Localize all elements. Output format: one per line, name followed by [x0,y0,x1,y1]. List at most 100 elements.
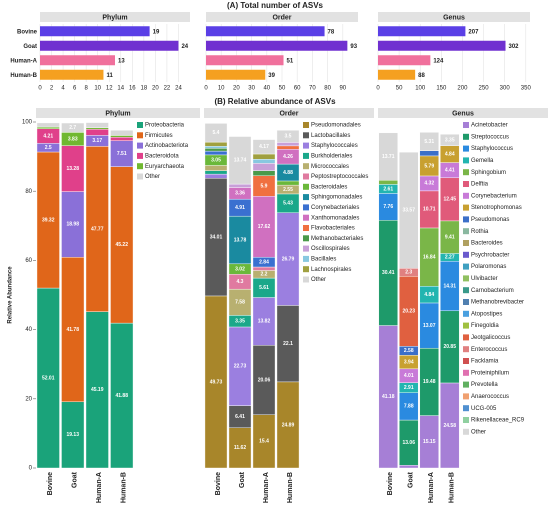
x-category-label: Goat [408,471,415,488]
legend-label: Bacteroides [471,241,503,247]
x-tick-label: 60 [294,86,301,92]
legend-label: Methanobrevibacter [471,300,524,306]
segment-label: 4.26 [283,154,293,160]
segment-label: 2.84 [259,259,269,265]
x-tick-label: 24 [175,86,182,92]
segment-label: 41.78 [66,327,79,333]
legend-swatch [137,152,143,159]
legend-swatch [463,393,469,400]
legend-label: Gemella [471,158,494,164]
bar-segment [228,136,252,185]
bar-segment [228,183,252,188]
segment-label: 17.62 [258,224,271,230]
legend-swatch [303,142,309,149]
value-label: 124 [433,58,444,64]
x-tick-label: 4 [61,86,65,92]
x-tick-label: 50 [279,86,286,92]
bar [206,69,266,80]
segment-label: 3.35 [445,137,455,143]
x-tick-label: 70 [309,86,316,92]
value-label: 302 [509,44,520,50]
segment-label: 2.7 [69,125,76,131]
legend-label: Peptostreptococcales [311,174,368,180]
legend-swatch [303,194,309,201]
segment-label: 2.2 [261,272,268,278]
bar [206,55,284,66]
x-tick-label: 20 [233,86,240,92]
legend-label: Firmicutes [145,133,173,139]
bar-segment [252,163,276,171]
legend-label: Rothia [471,229,489,235]
bar-segment [85,127,109,130]
bar [378,55,431,66]
x-tick-label: 0 [376,86,380,92]
bar-segment [252,158,276,164]
value-label: 93 [350,44,357,50]
y-category-label: Human-B [10,73,37,79]
legend-swatch [303,173,309,180]
segment-label: 7.88 [404,404,414,410]
x-tick-label: 0 [204,86,208,92]
x-tick-label: 100 [415,86,426,92]
x-category-label: Human-A [428,472,435,503]
legend-label: Other [471,429,486,435]
bar-segment [85,122,109,128]
segment-label: 4.3 [237,279,244,285]
panel-header [206,12,358,22]
segment-label: 24.58 [443,423,456,429]
panel-header-title: Genus [452,110,474,117]
legend-label: Other [311,277,326,283]
legend-swatch [303,276,309,283]
x-tick-label: 40 [263,86,270,92]
segment-label: 41.18 [382,394,395,400]
legend-label: Rikenellaceae_RC9 [471,418,525,424]
segment-label: 20.85 [443,344,456,350]
segment-label: 19.48 [423,379,436,385]
x-tick-label: 14 [117,86,124,92]
legend-label: Proteiniphilum [471,370,509,376]
segment-label: 4.32 [424,181,434,187]
legend-label: Psychrobacter [471,252,509,258]
bar-segment [276,142,300,147]
segment-label: 7.51 [117,151,127,157]
y-category-label: Goat [23,44,37,50]
legend-swatch [463,381,469,388]
legend-swatch [463,169,469,176]
segment-label: 3.35 [235,319,245,325]
segment-label: 3.94 [404,359,414,365]
x-tick-label: 16 [129,86,136,92]
legend-swatch [463,251,469,258]
legend-swatch [463,322,469,329]
bar [40,55,115,66]
panel-header [204,108,374,118]
bar [206,26,325,37]
segment-label: 13.07 [423,323,436,329]
segment-label: 15.15 [423,439,436,445]
x-tick-label: 22 [164,86,171,92]
segment-label: 4.84 [424,292,434,298]
segment-label: 22.1 [283,341,293,347]
segment-label: 5.31 [424,139,434,145]
segment-label: 10.71 [423,207,436,213]
legend-label: Staphylococcus [471,146,513,152]
legend-swatch [463,346,469,353]
legend-label: Bacteroidales [311,184,347,190]
legend-swatch [303,245,309,252]
legend-label: Sphingomonadales [311,195,362,201]
x-tick-label: 50 [396,86,403,92]
bar-segment [419,150,439,157]
legend-label: Acinetobacter [471,123,508,129]
legend-swatch [303,132,309,139]
segment-label: 41.88 [115,393,128,399]
segment-label: 4.88 [283,170,293,176]
panel-header [36,108,200,118]
value-label: 39 [268,73,275,79]
segment-label: 13.71 [382,154,395,160]
panel-b-title: (B) Relative abundance of ASVs [214,97,336,106]
segment-label: 5.9 [261,183,268,189]
bar-segment [276,145,300,150]
bar-segment [61,122,85,133]
bar-segment [36,122,60,128]
segment-label: 52.01 [42,375,55,381]
legend-label: Finegoldia [471,323,499,329]
